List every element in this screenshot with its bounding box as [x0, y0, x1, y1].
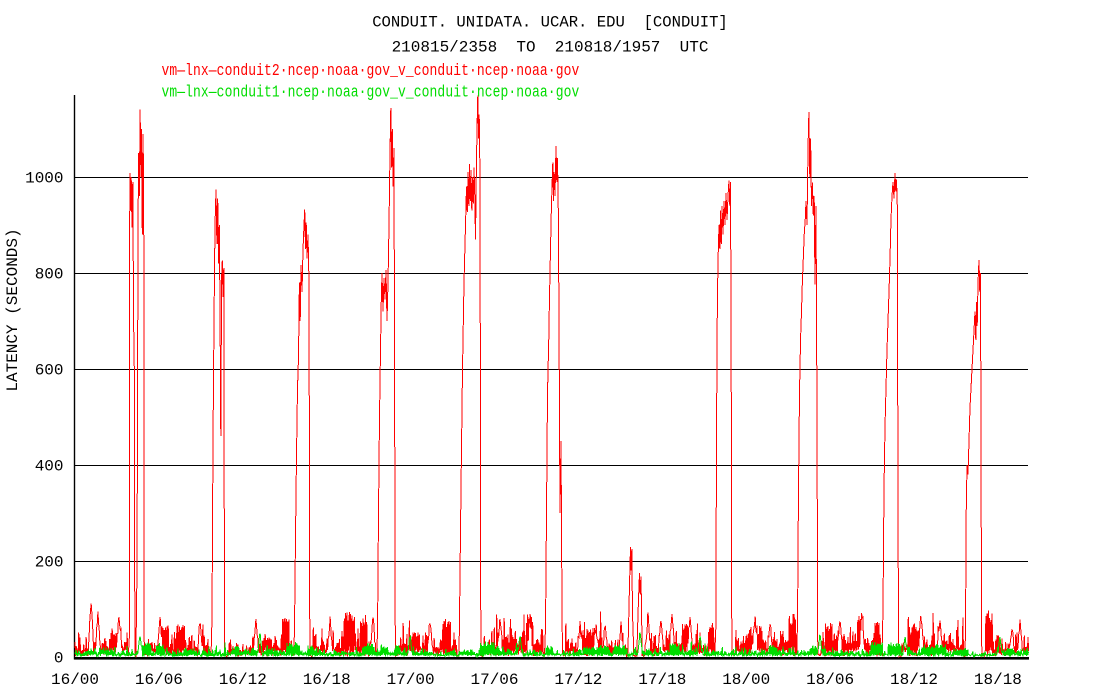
svg-text:CONDUIT. UNIDATA. UCAR. EDU [: CONDUIT. UNIDATA. UCAR. EDU [CONDUIT] — [372, 14, 728, 32]
svg-text:17/06: 17/06 — [470, 671, 518, 689]
svg-text:17/18: 17/18 — [638, 671, 686, 689]
svg-text:18/00: 18/00 — [722, 671, 770, 689]
svg-text:1000: 1000 — [25, 170, 63, 188]
svg-text:400: 400 — [35, 458, 64, 476]
svg-text:16/00: 16/00 — [51, 671, 99, 689]
svg-text:18/18: 18/18 — [974, 671, 1022, 689]
svg-text:18/06: 18/06 — [806, 671, 854, 689]
svg-text:210815/2358 TO 210818/1957: 210815/2358 TO 210818/1957 UTC — [392, 39, 709, 57]
svg-text:16/18: 16/18 — [303, 671, 351, 689]
svg-text:vm—lnx—conduit1·ncep·noaa·gov_: vm—lnx—conduit1·ncep·noaa·gov_v_conduit·… — [162, 82, 580, 102]
svg-text:800: 800 — [35, 266, 64, 284]
svg-text:16/12: 16/12 — [219, 671, 267, 689]
svg-text:LATENCY (SECONDS): LATENCY (SECONDS) — [4, 228, 22, 391]
svg-text:17/00: 17/00 — [387, 671, 435, 689]
svg-text:0: 0 — [54, 650, 64, 668]
svg-text:18/12: 18/12 — [890, 671, 938, 689]
svg-text:600: 600 — [35, 362, 64, 380]
svg-text:17/12: 17/12 — [554, 671, 602, 689]
svg-text:vm—lnx—conduit2·ncep·noaa·gov_: vm—lnx—conduit2·ncep·noaa·gov_v_conduit·… — [162, 60, 580, 80]
svg-text:16/06: 16/06 — [135, 671, 183, 689]
svg-text:200: 200 — [35, 554, 64, 572]
